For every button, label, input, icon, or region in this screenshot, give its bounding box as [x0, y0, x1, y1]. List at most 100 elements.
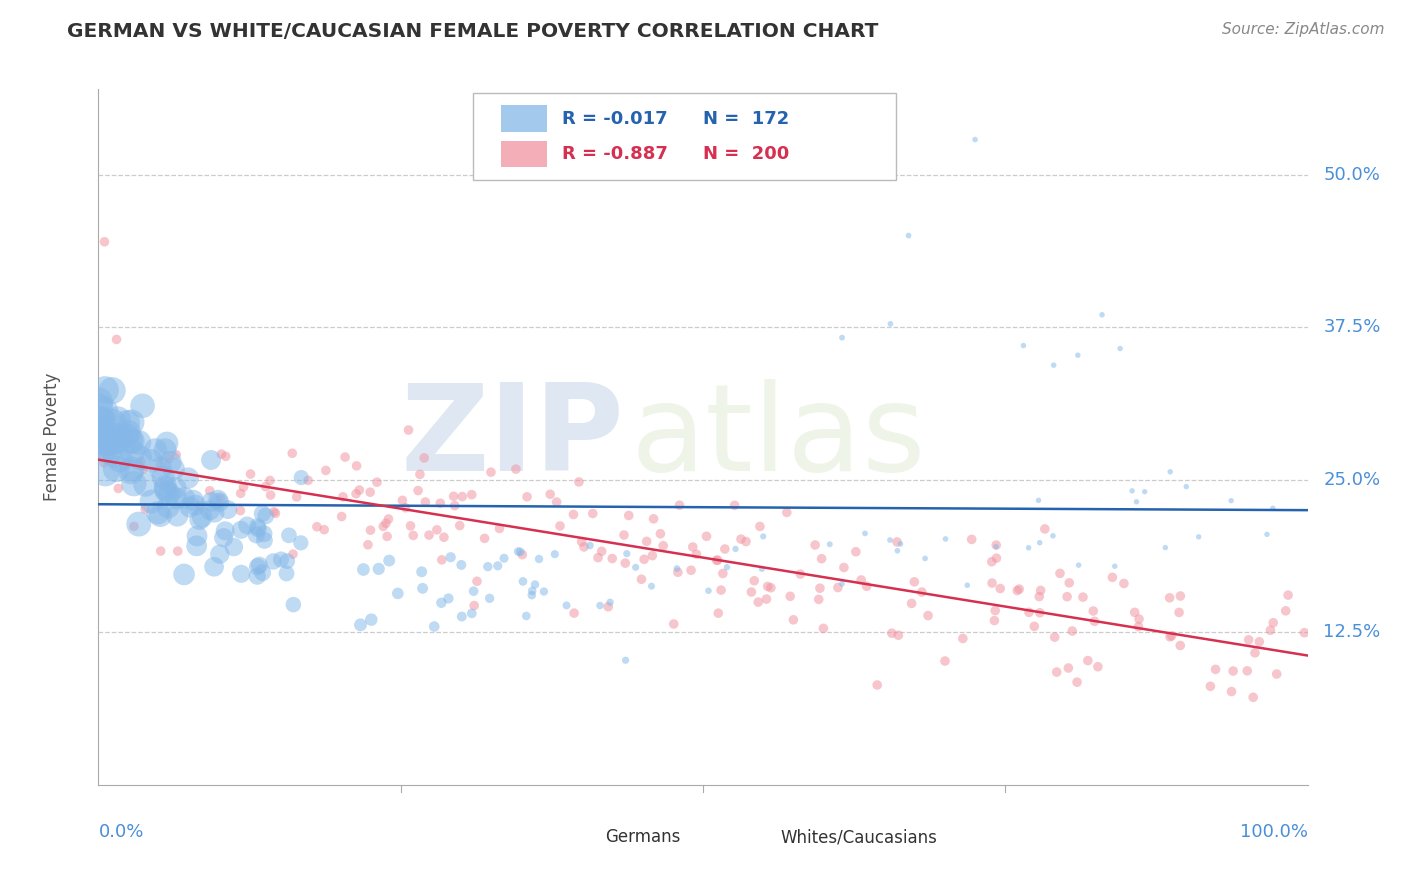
Point [173, 567, 195, 582]
Point [980, 555, 1002, 569]
Point [582, 507, 605, 521]
Point [832, 560, 855, 574]
Point [984, 540, 1007, 554]
Point [880, 626, 903, 640]
Point [153, 482, 176, 496]
Point [128, 517, 150, 532]
Point [474, 532, 496, 546]
Point [710, 583, 733, 598]
Point [1199, 679, 1222, 693]
Point [1265, 667, 1288, 681]
Point [134, 502, 156, 516]
Point [149, 461, 172, 475]
Point [886, 543, 908, 558]
Point [429, 496, 451, 510]
Point [465, 574, 488, 589]
Point [1067, 348, 1090, 362]
Point [430, 553, 453, 567]
Point [579, 539, 602, 553]
Point [662, 617, 685, 632]
Point [122, 519, 145, 533]
Point [139, 454, 162, 468]
Point [1056, 590, 1078, 604]
Point [1049, 566, 1071, 581]
Point [1188, 530, 1211, 544]
Point [94, 435, 117, 450]
Point [505, 462, 527, 476]
Point [614, 556, 637, 570]
Point [344, 487, 367, 501]
Point [332, 490, 354, 504]
Point [508, 544, 530, 558]
Point [375, 529, 398, 543]
Point [641, 549, 664, 563]
Point [911, 585, 934, 599]
Point [986, 538, 1008, 552]
Point [1036, 23, 1059, 37]
Point [215, 450, 238, 464]
Point [360, 523, 382, 537]
Point [231, 566, 253, 581]
Point [93, 235, 115, 249]
Point [1159, 591, 1181, 605]
Point [538, 487, 561, 501]
Point [120, 465, 142, 479]
Point [121, 445, 143, 459]
Point [409, 467, 432, 482]
Point [1256, 527, 1278, 541]
Point [229, 503, 252, 517]
Point [544, 547, 567, 561]
Point [742, 574, 765, 588]
Point [1261, 501, 1284, 516]
Text: Source: ZipAtlas.com: Source: ZipAtlas.com [1222, 22, 1385, 37]
Point [107, 412, 129, 426]
Point [1083, 615, 1105, 629]
Point [723, 499, 745, 513]
Point [333, 450, 356, 464]
Point [1042, 358, 1064, 372]
Point [259, 474, 281, 488]
Point [157, 500, 180, 514]
Point [184, 498, 207, 512]
Point [866, 678, 889, 692]
Point [281, 547, 304, 561]
FancyBboxPatch shape [501, 105, 547, 132]
Point [1205, 662, 1227, 676]
Point [1260, 624, 1282, 638]
Point [804, 538, 827, 552]
Point [166, 508, 188, 523]
Point [599, 595, 621, 609]
Point [571, 534, 593, 549]
Point [1263, 615, 1285, 630]
Point [252, 566, 274, 580]
Point [1028, 535, 1050, 549]
Point [600, 551, 623, 566]
Point [779, 589, 801, 603]
Point [378, 553, 401, 567]
Point [134, 477, 156, 491]
Point [247, 522, 270, 536]
Point [188, 499, 211, 513]
Point [262, 554, 284, 568]
Point [149, 458, 172, 472]
Point [93, 424, 115, 438]
Point [222, 540, 245, 554]
Point [1033, 522, 1056, 536]
Point [789, 567, 811, 582]
Point [181, 493, 204, 508]
Point [1244, 646, 1267, 660]
Point [121, 415, 143, 429]
Point [562, 508, 585, 522]
Point [426, 523, 449, 537]
Text: atlas: atlas [630, 378, 927, 496]
Point [101, 416, 124, 430]
Point [562, 606, 585, 620]
Point [252, 507, 274, 521]
Point [747, 595, 769, 609]
Point [716, 560, 738, 574]
Point [461, 607, 484, 621]
Point [191, 510, 214, 524]
Point [217, 502, 239, 516]
Point [104, 447, 127, 461]
Point [533, 584, 555, 599]
